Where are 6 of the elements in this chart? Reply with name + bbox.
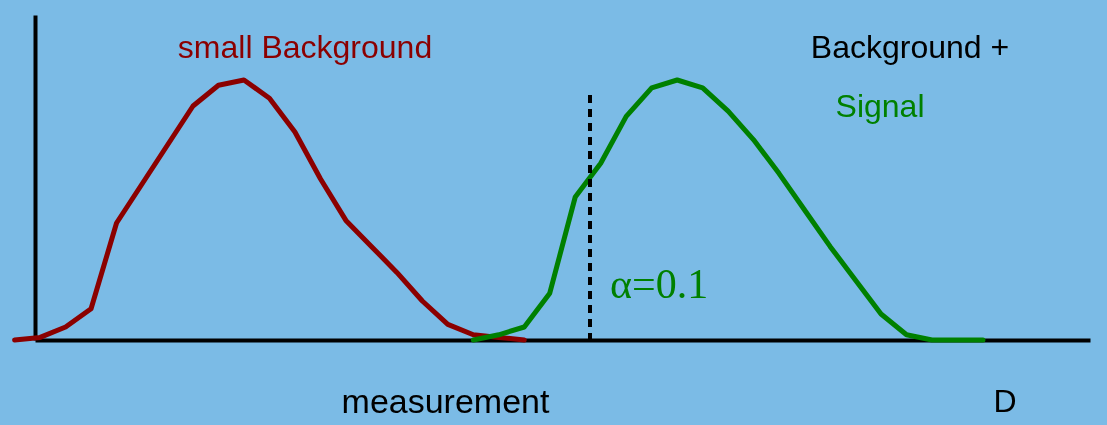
text: Signal <box>835 88 925 124</box>
series-label: small Background <box>177 29 433 65</box>
text: Background + <box>810 29 1010 65</box>
x-axis-title: measurement <box>341 381 550 420</box>
annotation: α=0.1 <box>610 261 709 307</box>
text: D <box>993 383 1017 419</box>
